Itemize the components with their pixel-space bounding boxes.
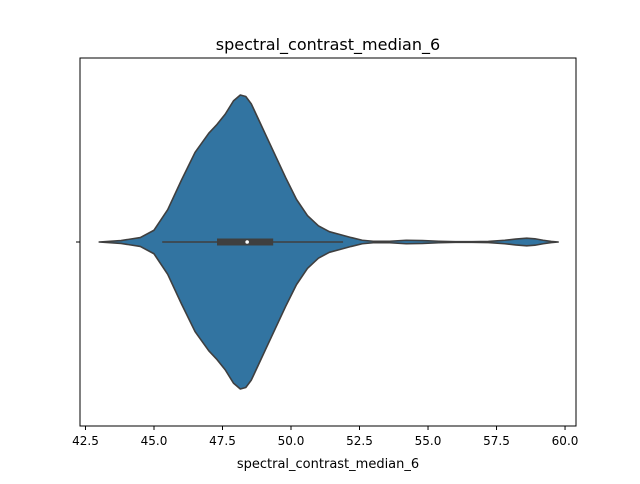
median-marker <box>245 240 249 244</box>
x-tick-label: 60.0 <box>552 434 579 448</box>
axes: 42.5 45.0 47.5 50.0 52.5 55.0 57.5 60.0 <box>72 57 579 448</box>
interquartile-box <box>217 238 274 246</box>
x-tick-label: 52.5 <box>346 434 373 448</box>
chart-title: spectral_contrast_median_6 <box>216 35 440 55</box>
x-tick-label: 42.5 <box>72 434 99 448</box>
x-axis-label: spectral_contrast_median_6 <box>237 457 419 472</box>
x-tick-label: 50.0 <box>278 434 305 448</box>
x-tick-label: 57.5 <box>483 434 510 448</box>
x-tick-label: 55.0 <box>415 434 442 448</box>
x-tick-label: 47.5 <box>209 434 236 448</box>
plot-area <box>98 94 559 390</box>
x-tick-label: 45.0 <box>141 434 168 448</box>
